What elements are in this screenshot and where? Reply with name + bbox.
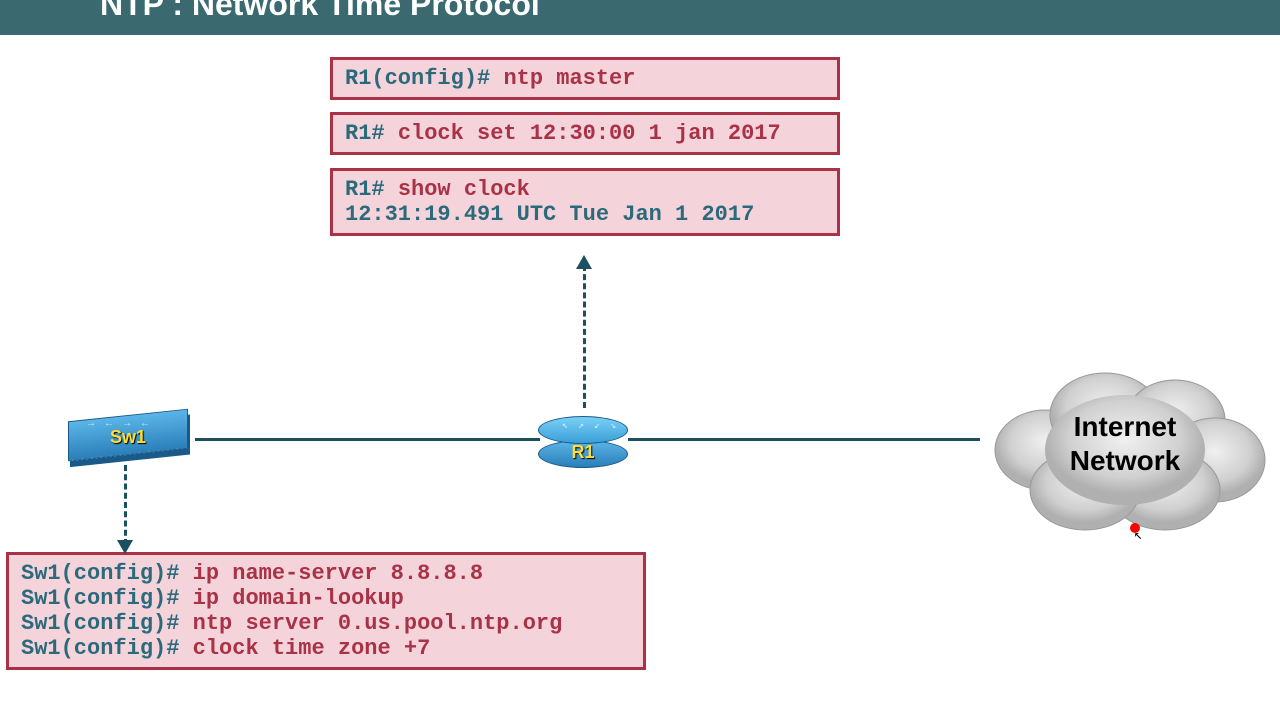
r1-prompt-2: R1# (345, 121, 385, 146)
r1-clock-set-box: R1# clock set 12:30:00 1 jan 2017 (330, 112, 840, 155)
r1-prompt-3: R1# (345, 177, 385, 202)
cloud-label-line2: Network (975, 444, 1275, 478)
sw1-prompt-2: Sw1(config)# (21, 586, 179, 611)
r1-ntp-master-box: R1(config)# ntp master (330, 57, 840, 100)
cursor-icon: ↖ (1134, 527, 1142, 544)
switch-sw1-icon: → ← → ← Sw1 (68, 415, 198, 465)
sw1-config-box: Sw1(config)# ip name-server 8.8.8.8 Sw1(… (6, 552, 646, 670)
r1-output: 12:31:19.491 UTC Tue Jan 1 2017 (345, 202, 825, 227)
link-sw1-r1 (195, 438, 540, 441)
sw1-command-4: clock time zone +7 (193, 636, 431, 661)
cloud-label-line1: Internet (975, 410, 1275, 444)
slide-header: NTP : Network Time Protocol (0, 0, 1280, 35)
cloud-label: Internet Network (975, 410, 1275, 477)
r1-command-3: show clock (398, 177, 530, 202)
r1-command-2: clock set 12:30:00 1 jan 2017 (398, 121, 781, 146)
link-r1-cloud (628, 438, 980, 441)
slide-title: NTP : Network Time Protocol (100, 0, 540, 22)
router-r1-icon: ↖ ↗ ↙ ↘ R1 (538, 408, 628, 468)
r1-prompt-1: R1(config)# (345, 66, 490, 91)
internet-cloud-icon: Internet Network (975, 360, 1275, 540)
r1-show-clock-box: R1# show clock 12:31:19.491 UTC Tue Jan … (330, 168, 840, 236)
arrow-head-sw1 (117, 540, 133, 554)
r1-command-1: ntp master (503, 66, 635, 91)
sw1-command-2: ip domain-lookup (193, 586, 404, 611)
switch-label: Sw1 (68, 427, 188, 448)
sw1-prompt-3: Sw1(config)# (21, 611, 179, 636)
arrow-r1-to-box (583, 265, 586, 408)
sw1-command-3: ntp server 0.us.pool.ntp.org (193, 611, 563, 636)
sw1-prompt-4: Sw1(config)# (21, 636, 179, 661)
router-label: R1 (538, 442, 628, 463)
sw1-command-1: ip name-server 8.8.8.8 (193, 561, 483, 586)
sw1-prompt-1: Sw1(config)# (21, 561, 179, 586)
arrow-head-r1 (576, 255, 592, 269)
arrow-sw1-to-box (124, 465, 127, 545)
